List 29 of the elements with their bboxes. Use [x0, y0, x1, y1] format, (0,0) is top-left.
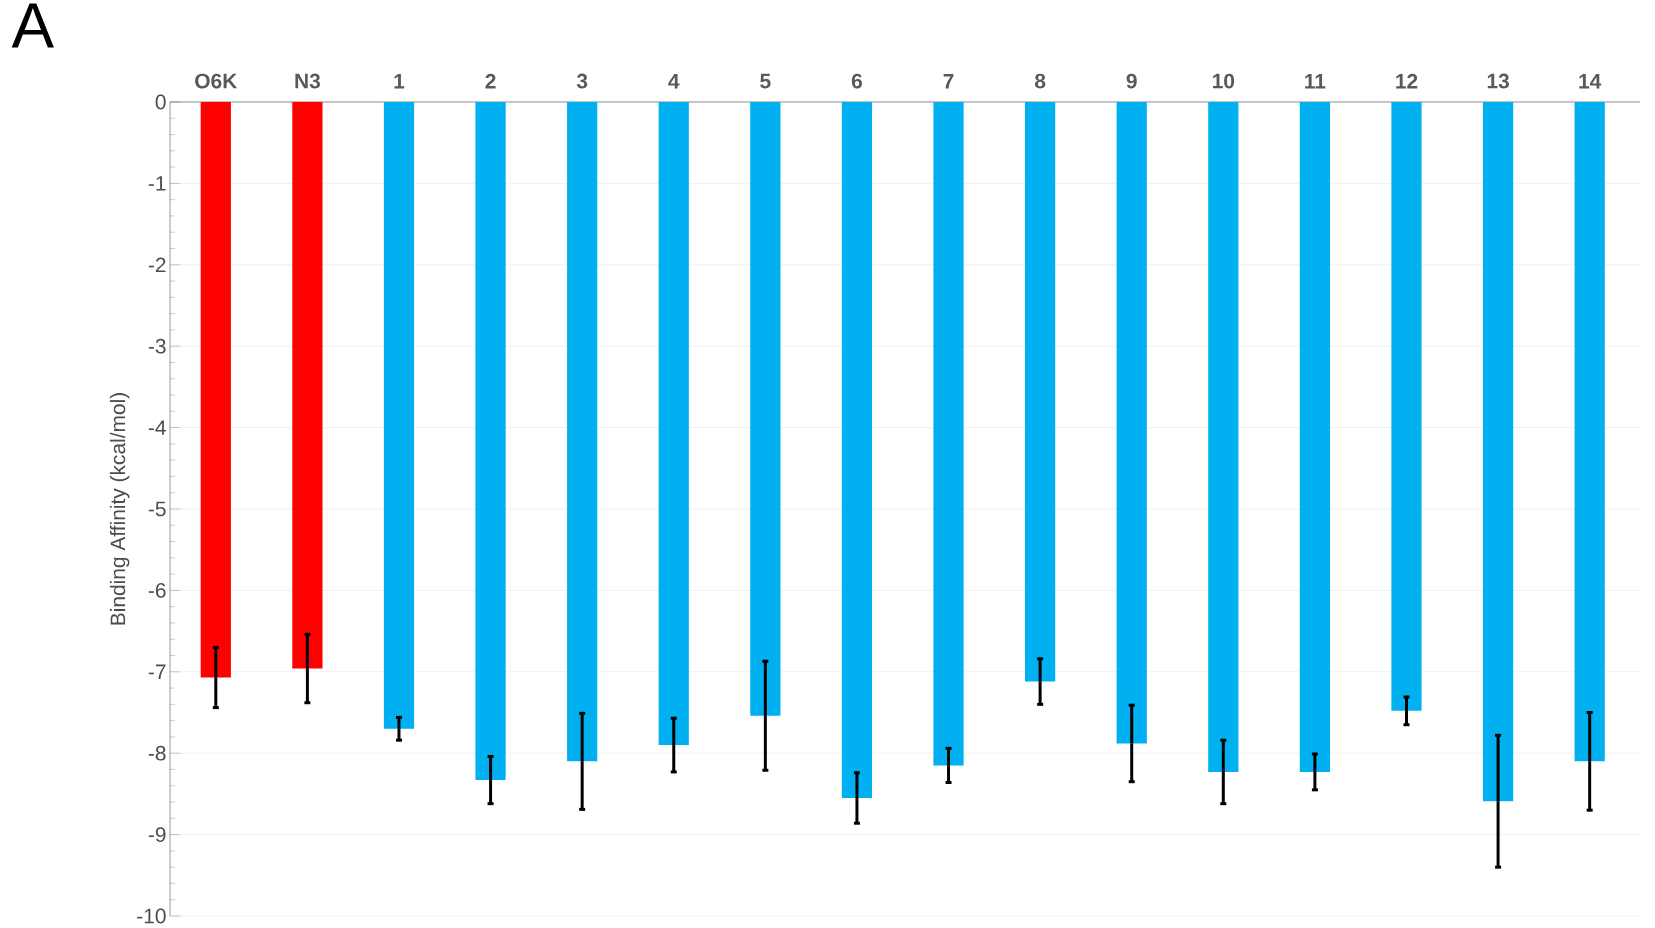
y-tick-label: -2 [148, 257, 166, 273]
y-tick-label: -9 [148, 827, 166, 842]
y-tick-label: -8 [148, 745, 166, 761]
x-tick-label: 12 [1396, 73, 1418, 89]
x-tick-label: 5 [760, 73, 771, 89]
x-tick-label: 14 [1579, 74, 1602, 89]
x-tick-label: 8 [1034, 73, 1046, 89]
x-tick-label: 2 [485, 73, 496, 89]
y-tick-label: -4 [148, 420, 166, 435]
x-tick-label: 3 [576, 73, 588, 89]
y-tick-label: -6 [148, 582, 166, 598]
x-tick-label: 4 [668, 74, 680, 89]
y-tick-label: -3 [148, 338, 166, 354]
x-tick-label: 11 [1305, 74, 1326, 89]
x-tick-label: 7 [943, 74, 954, 89]
x-tick-label: N3 [295, 73, 320, 89]
x-tick-label: O6K [195, 73, 238, 89]
y-tick-label: -10 [137, 908, 166, 924]
y-tick-label: 0 [155, 94, 166, 110]
text: A [11, 3, 54, 48]
x-tick-label: 9 [1126, 73, 1137, 89]
y-axis-title: Binding Affinity (kcal/mol) [109, 393, 130, 625]
x-tick-label: 6 [851, 73, 862, 89]
y-tick-label: -5 [148, 501, 166, 517]
x-tick-label: 13 [1487, 73, 1509, 89]
y-tick-label: -1 [148, 176, 166, 191]
y-tick-label: -7 [148, 664, 166, 679]
x-tick-label: 10 [1212, 73, 1235, 89]
x-tick-label: 1 [394, 74, 405, 89]
